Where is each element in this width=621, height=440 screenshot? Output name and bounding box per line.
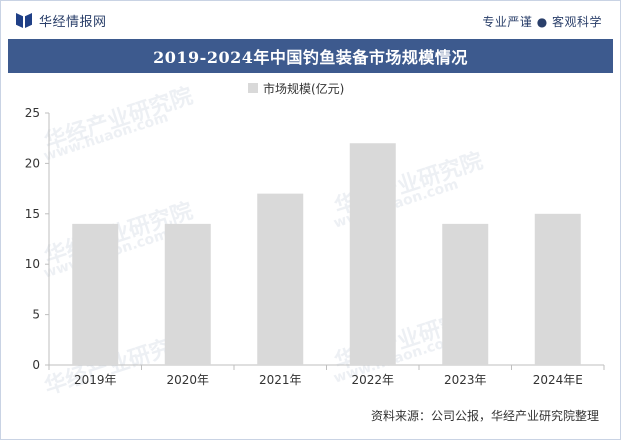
- slogan: 专业严谨 ● 客观科学: [482, 15, 602, 29]
- y-tick-label: 15: [25, 207, 40, 221]
- huajing-logo-icon: [16, 13, 33, 28]
- bar: [442, 223, 489, 365]
- y-tick-label: 0: [32, 358, 40, 372]
- x-tick-label: 2019年: [74, 373, 117, 387]
- bar: [164, 223, 211, 365]
- legend-swatch: [248, 83, 258, 93]
- y-tick-label: 25: [25, 106, 40, 120]
- bar: [72, 223, 119, 365]
- bar: [257, 193, 304, 365]
- header: 华经情报网 专业严谨 ● 客观科学: [1, 1, 620, 37]
- chart-title: 2019-2024年中国钓鱼装备市场规模情况: [153, 48, 468, 67]
- x-tick-label: 2020年: [166, 373, 209, 387]
- brand-name: 华经情报网: [39, 15, 107, 30]
- x-tick-label: 2023年: [444, 373, 487, 387]
- x-tick-label: 2021年: [259, 373, 302, 387]
- brand: 华经情报网: [16, 11, 107, 30]
- x-tick-label: 2024年E: [533, 373, 583, 387]
- x-tick-label: 2022年: [351, 373, 394, 387]
- y-tick-label: 10: [25, 257, 40, 271]
- source-note: 资料来源：公司公报，华经产业研究院整理: [370, 409, 599, 423]
- bar: [349, 143, 396, 365]
- y-tick-label: 5: [32, 308, 40, 322]
- legend-label: 市场规模(亿元): [263, 81, 344, 96]
- y-tick-label: 20: [25, 156, 40, 170]
- bar: [534, 213, 581, 365]
- title-bar: 2019-2024年中国钓鱼装备市场规模情况: [8, 39, 613, 73]
